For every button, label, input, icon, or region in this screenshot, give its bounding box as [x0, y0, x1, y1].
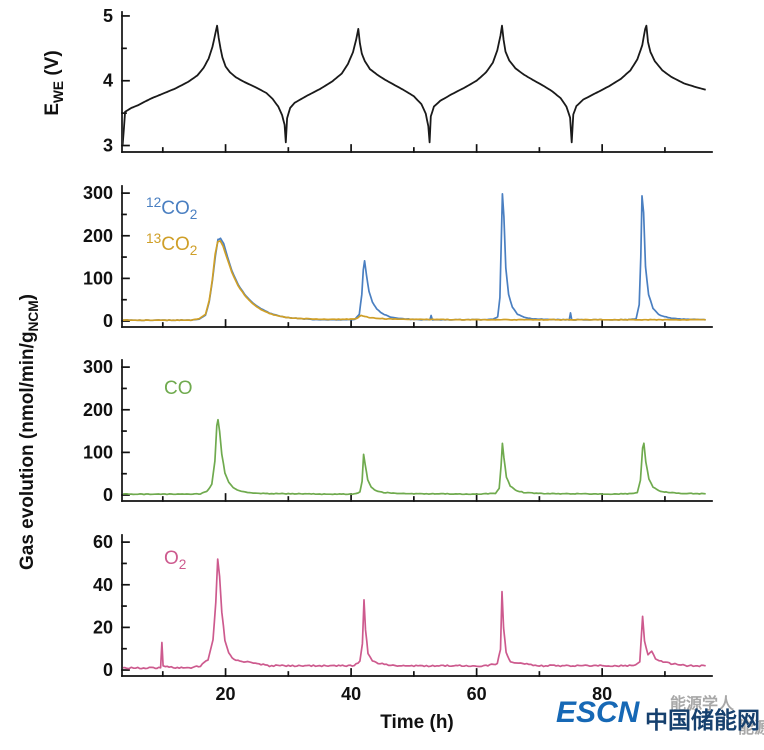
series-CO-line — [123, 418, 706, 496]
ytick-label: 200 — [83, 226, 113, 246]
legend-label: O2 — [164, 548, 186, 572]
ytick-label: 300 — [83, 183, 113, 203]
ytick-label: 100 — [83, 268, 113, 288]
series-12CO2-line — [123, 192, 706, 322]
ytick-label: 0 — [103, 311, 113, 331]
legend-label: CO — [164, 378, 193, 399]
ytick-label: 5 — [103, 6, 113, 26]
ytick-label: 40 — [93, 575, 113, 595]
xtick-label: 80 — [592, 684, 612, 704]
y-axis-title-voltage: EWE (V) — [42, 50, 66, 115]
ytick-label: 0 — [103, 485, 113, 505]
series-O2-line — [123, 558, 706, 670]
ytick-label: 0 — [103, 660, 113, 680]
watermark-text: 能源学人 — [670, 696, 735, 713]
shared-y-axis-title: Gas evolution (nmol/min/gNCM) — [17, 294, 41, 570]
site-name-logo: 中国储能网 — [645, 707, 760, 733]
branding: 能源学人 能源学人 ESCN 中国储能网 — [0, 688, 764, 750]
escn-logo: ESCN — [556, 696, 640, 729]
series-EWE-line — [123, 24, 706, 146]
ytick-label: 3 — [103, 136, 113, 156]
ytick-label: 4 — [103, 71, 113, 91]
ytick-label: 100 — [83, 442, 113, 462]
panel-co: 0 100 200 300 CO — [83, 357, 713, 505]
ytick-label: 200 — [83, 400, 113, 420]
watermark-text-2: 能源学人 — [738, 720, 764, 737]
legend-label: 12CO2 — [146, 195, 197, 222]
ytick-label: 300 — [83, 357, 113, 377]
ytick-label: 60 — [93, 532, 113, 552]
panel-o2: 0 20 40 60 O2 — [93, 532, 713, 680]
xtick-label: 40 — [341, 684, 361, 704]
panel-voltage: 3 4 5 EWE (V) — [42, 6, 713, 156]
legend-label: 13CO2 — [146, 231, 197, 258]
series-13CO2-line — [123, 239, 706, 322]
x-axis-title: Time (h) — [380, 712, 454, 733]
ytick-label: 20 — [93, 617, 113, 637]
xtick-label: 60 — [467, 684, 487, 704]
panel-co2: 0 100 200 300 12CO2 13CO2 — [83, 183, 713, 331]
xtick-label: 20 — [216, 684, 236, 704]
